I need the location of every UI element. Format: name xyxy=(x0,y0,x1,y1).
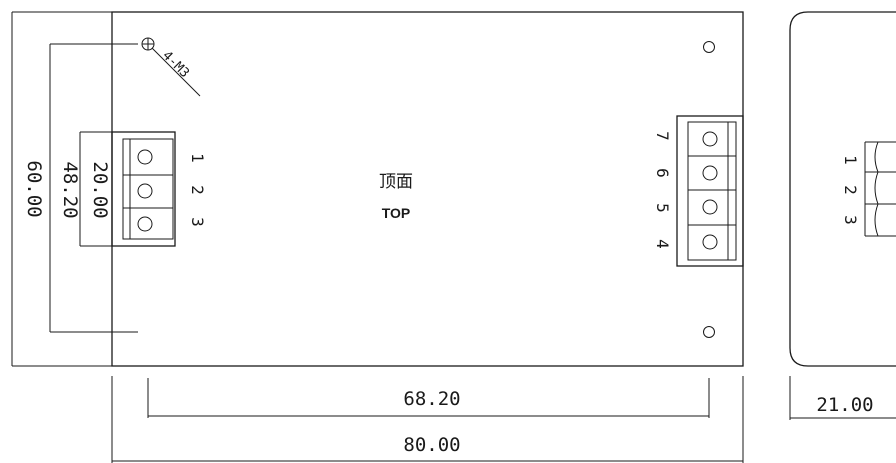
dim-hole-spacing-y-lines xyxy=(49,43,138,333)
dim-hole-spacing-y: 48.20 xyxy=(59,161,81,218)
side-pin-label-2: 2 xyxy=(841,185,860,195)
right-terminal-block xyxy=(676,115,744,267)
left-pin-label-1: 1 xyxy=(188,153,207,163)
dim-terminal-span-lines xyxy=(79,131,112,247)
dim-side-depth: 21.00 xyxy=(816,394,873,416)
dim-width: 80.00 xyxy=(403,434,460,456)
left-pin-screw-2 xyxy=(137,183,153,199)
left-pin-screw-3 xyxy=(137,216,153,232)
right-pin-screw-5 xyxy=(702,199,718,215)
hole-callout: 4-M3 xyxy=(159,48,192,81)
side-pin-label-1: 1 xyxy=(841,155,860,165)
hole-leader-line xyxy=(151,47,201,97)
right-pin-label-5: 5 xyxy=(653,203,672,213)
top-label-en: TOP xyxy=(382,205,411,221)
right-pin-label-6: 6 xyxy=(653,168,672,178)
dim-height: 60.00 xyxy=(23,160,45,217)
mounting-hole-bottom-right xyxy=(703,326,715,338)
mounting-hole-top-left xyxy=(141,37,155,51)
left-pin-screw-1 xyxy=(137,149,153,165)
left-pin-label-3: 3 xyxy=(188,217,207,227)
right-pin-screw-7 xyxy=(702,131,718,147)
right-pin-label-4: 4 xyxy=(653,239,672,249)
side-pin-label-3: 3 xyxy=(841,215,860,225)
side-terminal-block xyxy=(864,141,896,237)
dim-terminal-span: 20.00 xyxy=(89,161,111,218)
dim-hole-spacing-x: 68.20 xyxy=(403,388,460,410)
dim-width-lines xyxy=(111,376,744,463)
mounting-hole-top-right xyxy=(703,41,715,53)
left-pin-label-2: 2 xyxy=(188,185,207,195)
dim-height-lines xyxy=(11,11,112,367)
dim-side-depth-lines xyxy=(789,376,896,420)
top-label-cn: 顶面 xyxy=(379,172,413,192)
right-pin-screw-4 xyxy=(702,234,718,250)
right-pin-label-7: 7 xyxy=(653,131,672,141)
left-terminal-block xyxy=(111,131,176,247)
side-view-outline xyxy=(789,11,896,367)
right-pin-screw-6 xyxy=(702,165,718,181)
dim-hole-spacing-x-lines xyxy=(147,378,710,418)
